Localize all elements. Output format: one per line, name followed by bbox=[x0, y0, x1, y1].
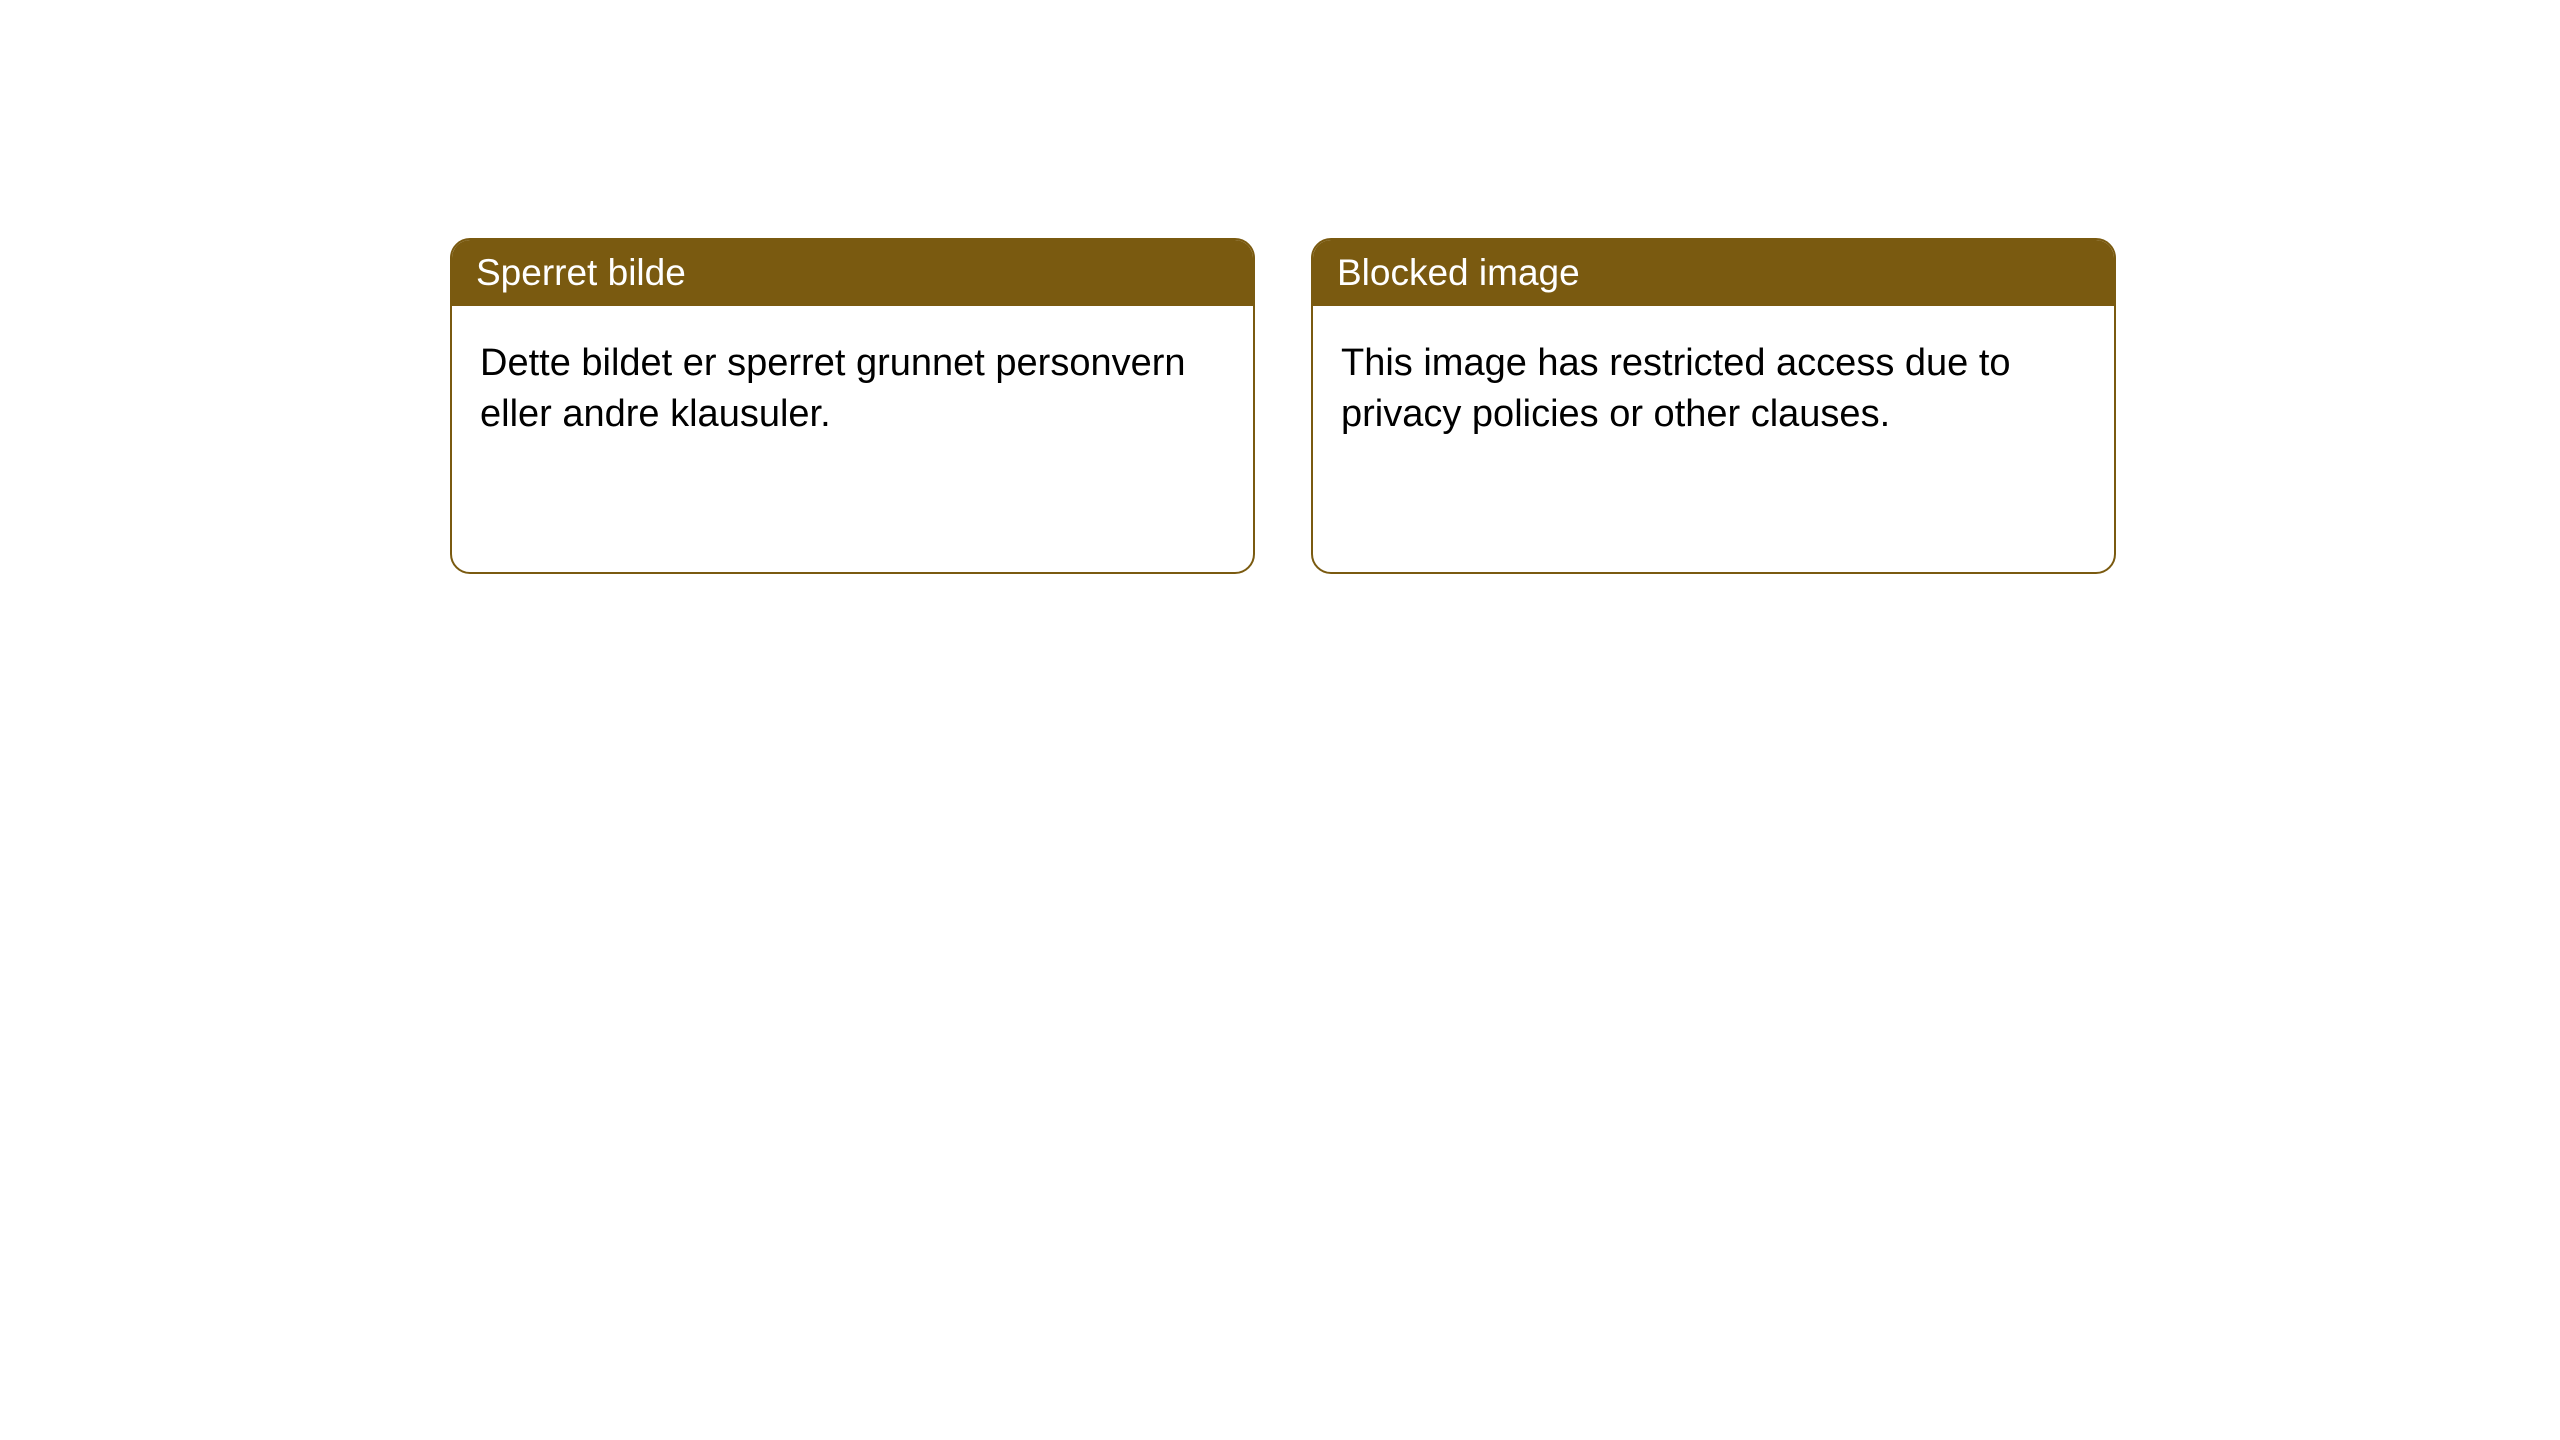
notice-header: Blocked image bbox=[1313, 240, 2114, 306]
notice-message: This image has restricted access due to … bbox=[1341, 342, 2011, 435]
notice-message: Dette bildet er sperret grunnet personve… bbox=[480, 342, 1186, 435]
notice-body: This image has restricted access due to … bbox=[1313, 306, 2114, 473]
notice-title: Blocked image bbox=[1337, 252, 1580, 293]
notice-header: Sperret bilde bbox=[452, 240, 1253, 306]
notice-body: Dette bildet er sperret grunnet personve… bbox=[452, 306, 1253, 473]
notice-container: Sperret bilde Dette bildet er sperret gr… bbox=[450, 238, 2116, 574]
notice-card-norwegian: Sperret bilde Dette bildet er sperret gr… bbox=[450, 238, 1255, 574]
notice-card-english: Blocked image This image has restricted … bbox=[1311, 238, 2116, 574]
notice-title: Sperret bilde bbox=[476, 252, 686, 293]
